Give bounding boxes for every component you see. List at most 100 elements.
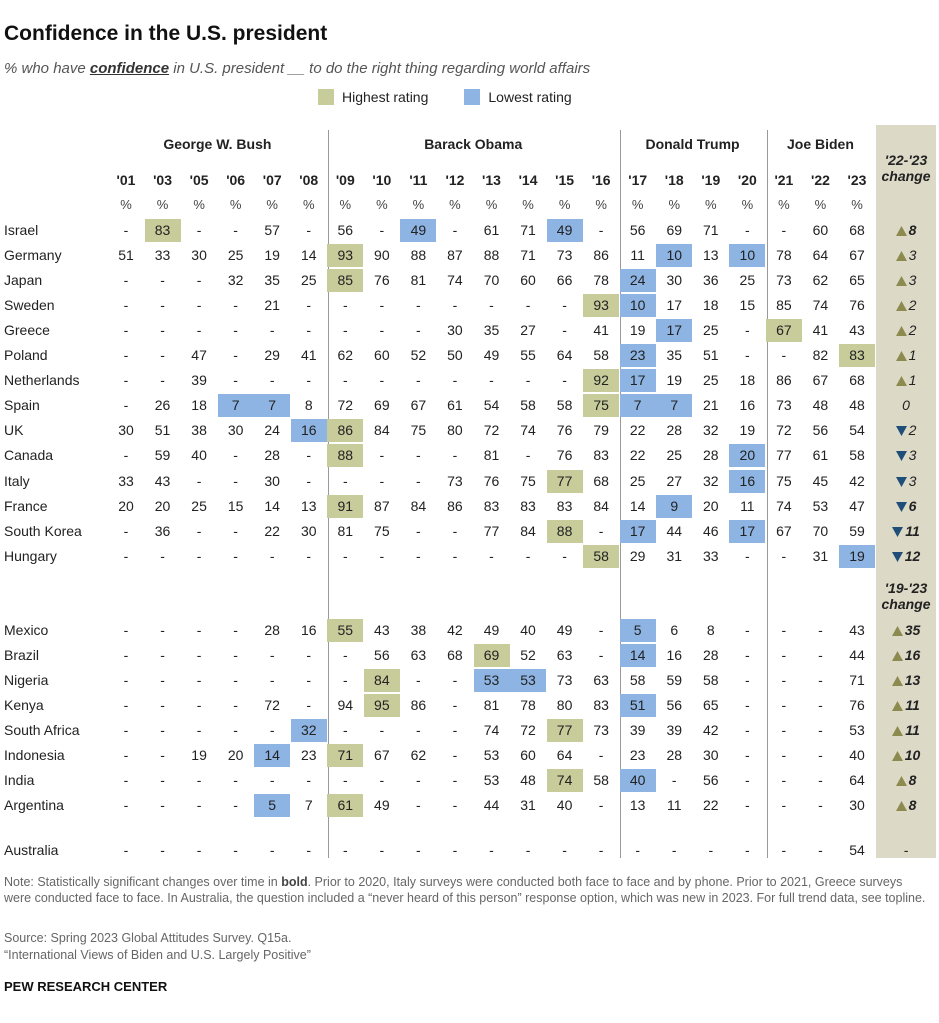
table-cell: - (123, 522, 129, 539)
table-cell: 53 (483, 747, 500, 763)
change-cell: 1 (880, 344, 932, 367)
table-cell: 18 (703, 296, 719, 313)
table-cell: - (269, 721, 275, 738)
change-value: 10 (904, 747, 921, 763)
year-header: '15 (555, 172, 575, 188)
table-cell: 17 (656, 318, 693, 342)
table-cell: - (598, 221, 604, 238)
table-cell: 30 (447, 321, 463, 338)
country-label: Spain (4, 397, 40, 414)
change-arrow (895, 250, 907, 261)
change-value: 2 (908, 422, 917, 439)
table-cell: 61 (812, 447, 829, 464)
subtitle: % who have confidence in U.S. president … (4, 60, 590, 77)
table-cell: 19 (839, 544, 875, 568)
change-cell: 11 (880, 719, 932, 742)
table-cell: 14 (264, 497, 280, 514)
table-cell: 76 (849, 696, 865, 713)
table-cell: - (379, 321, 385, 338)
table-cell: 41 (812, 321, 829, 338)
table-cell: - (818, 621, 823, 638)
table-cell: 67 (776, 522, 792, 539)
change-header: '19-'23 change (881, 580, 931, 612)
table-cell: - (598, 522, 604, 539)
table-cell: 19 (191, 747, 207, 763)
table-cell: - (196, 321, 202, 338)
table-cell: 27 (666, 472, 683, 489)
change-arrow (895, 451, 907, 462)
table-cell: 15 (739, 296, 756, 313)
table-cell: - (233, 472, 238, 489)
table-cell: - (671, 772, 677, 789)
table-cell: 80 (447, 422, 463, 439)
year-header: '20 (737, 172, 757, 188)
change-arrow (895, 225, 907, 236)
table-cell: - (123, 797, 129, 814)
table-cell: 84 (363, 668, 400, 692)
table-cell: 84 (374, 422, 390, 439)
table-cell: 8 (706, 621, 715, 638)
table-cell: - (818, 671, 823, 688)
table-cell: 28 (666, 422, 683, 439)
table-cell: 8 (304, 397, 313, 414)
table-cell: 33 (703, 547, 719, 564)
year-header: '19 (701, 172, 721, 188)
table-cell: - (452, 841, 458, 858)
table-cell: - (269, 547, 275, 564)
table-cell: - (342, 646, 348, 663)
table-cell: 7 (656, 394, 693, 418)
table-cell: 51 (703, 347, 719, 363)
table-cell: - (342, 547, 348, 564)
table-cell: 39 (629, 721, 646, 738)
table-cell: - (745, 321, 750, 338)
table-cell: 13 (300, 497, 317, 514)
table-cell: 71 (520, 221, 536, 238)
unit-label: % (339, 197, 352, 212)
table-cell: - (233, 621, 238, 638)
table-cell: - (306, 472, 312, 489)
table-cell: 63 (593, 671, 609, 688)
table-cell: 67 (812, 372, 829, 389)
table-cell: 67 (765, 318, 802, 342)
table-cell: 14 (254, 744, 291, 767)
table-cell: - (233, 522, 238, 539)
table-cell: 16 (739, 397, 756, 414)
table-cell: 16 (729, 469, 766, 493)
table-cell: - (379, 547, 385, 564)
table-cell: - (781, 547, 787, 564)
table-cell: - (598, 621, 604, 638)
table-cell: 22 (703, 797, 719, 814)
note-bold: bold (281, 875, 308, 889)
table-cell: 58 (593, 347, 609, 363)
table-cell: 64 (812, 246, 829, 263)
table-cell: 81 (410, 271, 427, 288)
table-cell: 65 (703, 696, 719, 713)
change-cell: 13 (880, 669, 932, 692)
table-cell: 38 (191, 422, 207, 439)
table-cell: 56 (337, 221, 354, 238)
change-arrow (891, 650, 903, 661)
table-cell: - (745, 671, 750, 688)
table-cell: - (160, 797, 165, 814)
table-cell: 30 (264, 472, 280, 489)
table-cell: - (233, 372, 238, 389)
table-cell: - (123, 772, 129, 789)
table-cell: - (160, 547, 165, 564)
table-cell: 83 (556, 497, 573, 514)
country-label: Indonesia (4, 747, 65, 763)
change-arrow (895, 275, 907, 286)
table-cell: 35 (666, 347, 683, 363)
table-cell: 49 (374, 797, 390, 814)
table-cell: - (160, 721, 165, 738)
table-cell: 23 (619, 344, 656, 367)
table-cell: 56 (629, 221, 646, 238)
change-cell: 1 (880, 369, 932, 392)
table-cell: - (196, 797, 202, 814)
table-cell: 60 (520, 747, 536, 763)
change-value: 16 (904, 646, 921, 663)
year-header: '17 (628, 172, 648, 188)
table-cell: 93 (583, 293, 620, 317)
year-header: '11 (409, 172, 428, 188)
change-value: 12 (904, 547, 921, 564)
